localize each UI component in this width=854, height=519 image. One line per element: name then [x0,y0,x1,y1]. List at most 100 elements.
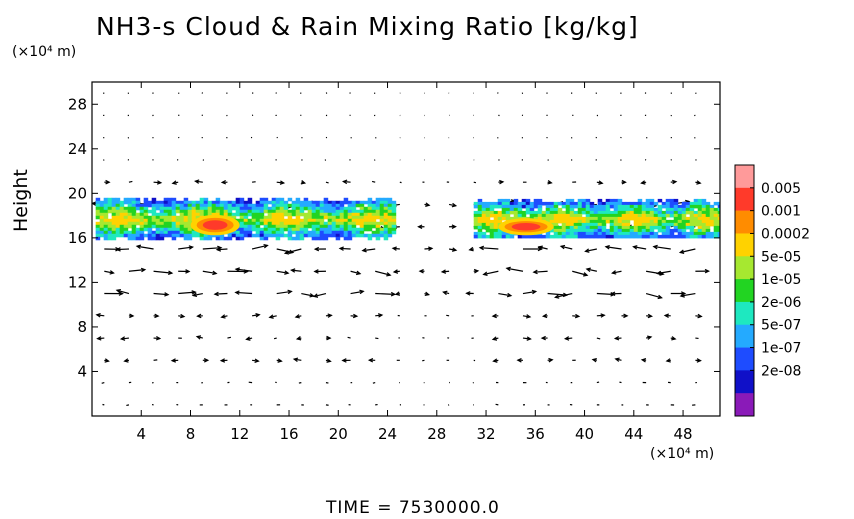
cloud-cell [597,201,603,206]
cloud-cell [99,212,105,217]
cloud-cell [307,233,313,238]
cloud-cell [311,209,317,214]
cloud-cell [561,228,567,233]
cloud-cell [147,230,153,235]
cloud-cell [151,197,157,202]
wind-arrow-head [352,313,359,319]
wind-arrow-head [95,313,101,318]
cloud-cell [251,227,257,232]
cloud-cell [179,218,185,223]
wind-arrow-head [548,357,554,363]
cloud-cell [135,221,141,226]
cloud-cell [307,209,313,214]
cloud-cell [681,210,687,215]
cloud-cell [271,212,277,217]
y-axis-unit: (×10⁴ m) [12,44,77,60]
cloud-cell [701,210,707,215]
wind-arrow-head [591,357,597,363]
cloud-cell [127,218,133,223]
cloud-cell [713,231,719,236]
cloud-cell [171,236,177,241]
cloud-cell [123,221,129,226]
cloud-cell [549,234,555,239]
cloud-cell [287,230,293,235]
cloud-cell [521,210,527,215]
colorbar-label: 1e-07 [761,341,801,357]
cloud-cell [693,222,699,227]
cloud-cell [705,207,711,212]
cloud-cell [645,210,651,215]
cloud-cell [135,197,141,202]
cloud-cell [347,224,353,229]
cloud-cell [645,201,651,206]
cloud-cell [263,209,269,214]
cloud-cell [271,230,277,235]
cloud-cell [553,234,559,239]
cloud-cell [379,203,385,208]
x-axis-unit: (×10⁴ m) [650,446,715,462]
cloud-cell [661,228,667,233]
cloud-cell [629,207,635,212]
cloud-cell [625,222,631,227]
cloud-cell [391,200,397,205]
cloud-cell [601,201,607,206]
wind-arrow-head [391,246,397,251]
wind-arrow [506,267,524,272]
cloud-cell [179,233,185,238]
cloud-cell [387,209,393,214]
cloud-cell [179,230,185,235]
cloud-cell [199,233,205,238]
cloud-cell [131,230,137,235]
cloud-cell [481,219,487,224]
cloud-cell [629,225,635,230]
cloud-cell [561,225,567,230]
cloud-cell [307,212,313,217]
cloud-cell [637,204,643,209]
cloud-cell [533,204,539,209]
wind-arrow [104,270,114,274]
cloud-cell [195,209,201,214]
cloud-cell [151,209,157,214]
cloud-cell [367,221,373,226]
cloud-cell [175,224,181,229]
cloud-cell [493,219,499,224]
cloud-cell [705,234,711,239]
cloud-cell [275,233,281,238]
cloud-cell [211,209,217,214]
cloud-cell [481,222,487,227]
cloud-cell [119,206,125,211]
cloud-cell [99,203,105,208]
cloud-cell [589,228,595,233]
cloud-cell [159,227,165,232]
cloud-cell [625,216,631,221]
cloud-cell [267,206,273,211]
cloud-cell [111,206,117,211]
cloud-cell [327,233,333,238]
cloud-cell [621,222,627,227]
cloud-cell [617,213,623,218]
cloud-cell [343,233,349,238]
cloud-cell [577,198,583,203]
cloud-cell [553,201,559,206]
cloud-cell [103,233,109,238]
cloud-cell [493,228,499,233]
wind-arrow-head [140,267,147,273]
cloud-cell [139,212,145,217]
cloud-cell [501,234,507,239]
wind-arrow-head [313,269,319,274]
cloud-cell [645,231,651,236]
cloud-cell [159,224,165,229]
cloud-cell [263,206,269,211]
cloud-cell [621,204,627,209]
cloud-cell [95,212,101,217]
cloud-cell [155,221,161,226]
cloud-cell [689,222,695,227]
cloud-cell [207,200,213,205]
cloud-cell [263,236,269,241]
cloud-cell [697,234,703,239]
wind-arrow-head [377,313,384,318]
cloud-cell [311,236,317,241]
cloud-cell [347,227,353,232]
cloud-cell [605,198,611,203]
cloud-cell [689,231,695,236]
